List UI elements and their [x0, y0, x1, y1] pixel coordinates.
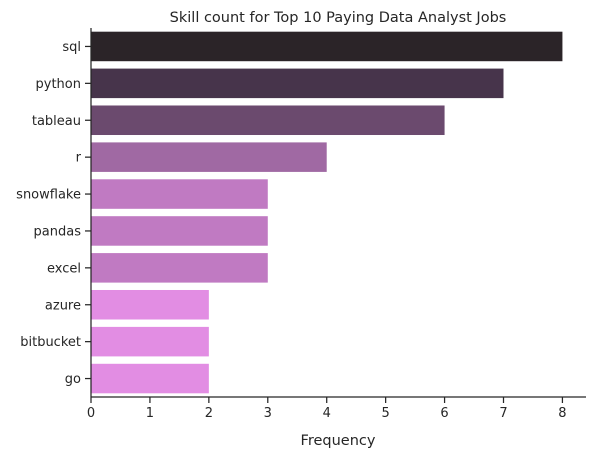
bar-python [91, 68, 504, 99]
bar-bitbucket [91, 326, 209, 357]
y-tick-label-tableau: tableau [32, 114, 81, 129]
bars-group [91, 31, 563, 394]
bar-tableau [91, 105, 445, 136]
bar-excel [91, 253, 268, 283]
y-tick-label-sql: sql [62, 40, 81, 55]
y-tick-label-go: go [65, 372, 81, 387]
x-axis-label: Frequency [301, 433, 376, 449]
x-tick-label-5: 5 [382, 406, 390, 421]
y-tick-label-bitbucket: bitbucket [20, 335, 81, 350]
x-tick-label-7: 7 [499, 406, 507, 421]
x-tick-label-1: 1 [146, 406, 154, 421]
chart-title: Skill count for Top 10 Paying Data Analy… [170, 10, 507, 26]
x-axis-ticks: 0 1 2 3 4 5 6 7 8 [87, 397, 567, 421]
x-tick-label-8: 8 [558, 406, 566, 421]
y-tick-label-pandas: pandas [34, 224, 82, 239]
x-tick-label-3: 3 [264, 406, 272, 421]
y-axis-ticks: sql python tableau r snowflake pandas excel azu… [16, 40, 91, 387]
bar-pandas [91, 216, 268, 246]
x-tick-label-6: 6 [440, 406, 448, 421]
y-tick-label-azure: azure [45, 298, 81, 313]
y-tick-label-snowflake: snowflake [16, 188, 81, 203]
bar-sql [91, 31, 563, 62]
bar-go [91, 363, 209, 394]
bar-r [91, 142, 327, 172]
bar-azure [91, 289, 209, 320]
y-tick-label-python: python [36, 77, 81, 92]
y-tick-label-excel: excel [47, 261, 81, 276]
bar-snowflake [91, 179, 268, 209]
x-tick-label-2: 2 [205, 406, 213, 421]
x-tick-label-0: 0 [87, 406, 95, 421]
x-tick-label-4: 4 [323, 406, 331, 421]
y-tick-label-r: r [76, 151, 82, 166]
